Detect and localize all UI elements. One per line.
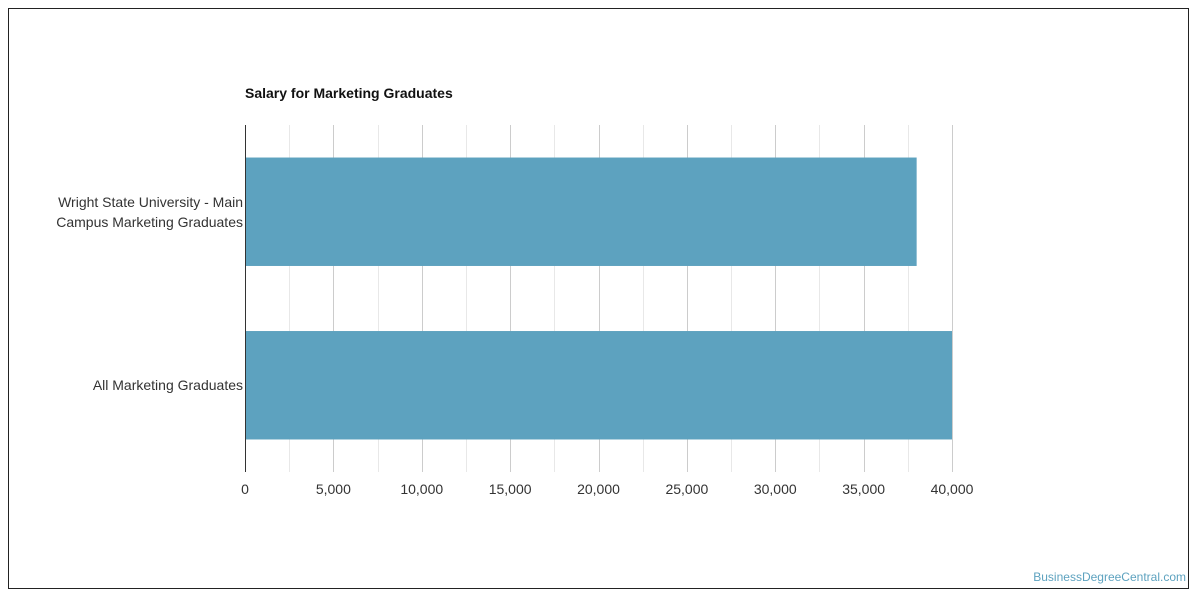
x-tick-label: 35,000 (842, 481, 885, 497)
chart-frame (8, 8, 1189, 589)
x-tick-label: 15,000 (489, 481, 532, 497)
x-tick-label: 25,000 (665, 481, 708, 497)
category-label: All Marketing Graduates (3, 375, 243, 395)
bar[interactable] (246, 157, 917, 266)
x-tick-label: 0 (241, 481, 249, 497)
watermark[interactable]: BusinessDegreeCentral.com (1033, 570, 1186, 584)
x-tick-label: 5,000 (316, 481, 351, 497)
x-tick-label: 40,000 (931, 481, 974, 497)
category-label: Wright State University - Main Campus Mar… (3, 192, 243, 232)
bars (246, 157, 952, 440)
bar[interactable] (246, 331, 952, 440)
category-label-line: All Marketing Graduates (92, 377, 243, 394)
chart-title: Salary for Marketing Graduates (245, 85, 453, 101)
x-tick-label: 20,000 (577, 481, 620, 497)
category-label-line: Campus Marketing Graduates (56, 213, 243, 230)
x-tick-label: 30,000 (754, 481, 797, 497)
x-tick-labels: 0 5,000 10,000 15,000 20,000 25,000 30,000 35,0… (241, 481, 974, 497)
category-label-line: Wright State University - Main (58, 193, 243, 210)
x-tick-label: 10,000 (400, 481, 443, 497)
